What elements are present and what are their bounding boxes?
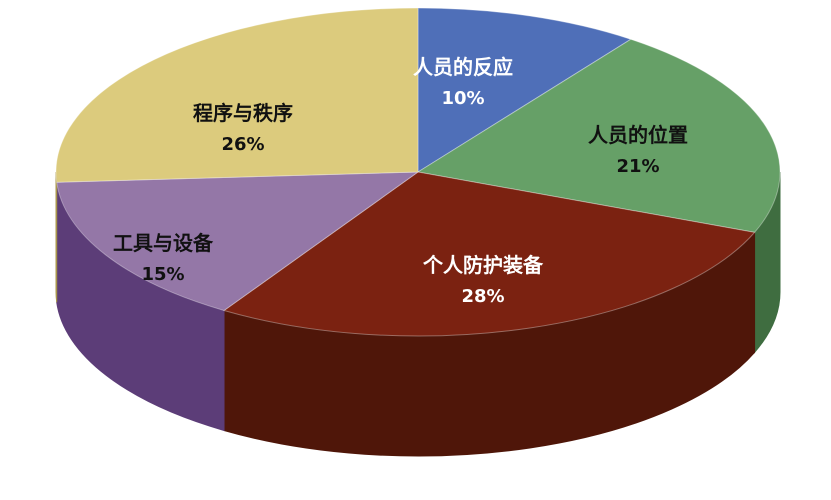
pie-slice-1	[417, 7, 632, 173]
pie-labels: 人员的反应 10% 人员的位置 21% 个人防护装备 28% 工具与设备 15% 程序与秩序 26…	[113, 55, 688, 307]
slice-percent-4: 15%	[141, 264, 184, 285]
pie-slice-4	[56, 171, 420, 312]
pie-slice-3	[222, 171, 756, 337]
slice-label-2: 人员的位置	[588, 123, 688, 147]
slice-percent-5: 26%	[221, 134, 264, 155]
pie-side-5	[55, 171, 58, 303]
slice-label-3: 个人防护装备	[422, 253, 544, 277]
pie-slice-2	[416, 38, 781, 233]
slice-label-4: 工具与设备	[113, 231, 214, 255]
slice-percent-2: 21%	[616, 156, 659, 177]
pie-tops	[55, 7, 781, 337]
slice-percent-3: 28%	[461, 286, 504, 307]
pie-slice-5	[55, 7, 419, 183]
slice-label-5: 程序与秩序	[193, 101, 293, 125]
slice-label-1: 人员的反应	[413, 55, 513, 79]
slice-percent-1: 10%	[441, 88, 484, 109]
